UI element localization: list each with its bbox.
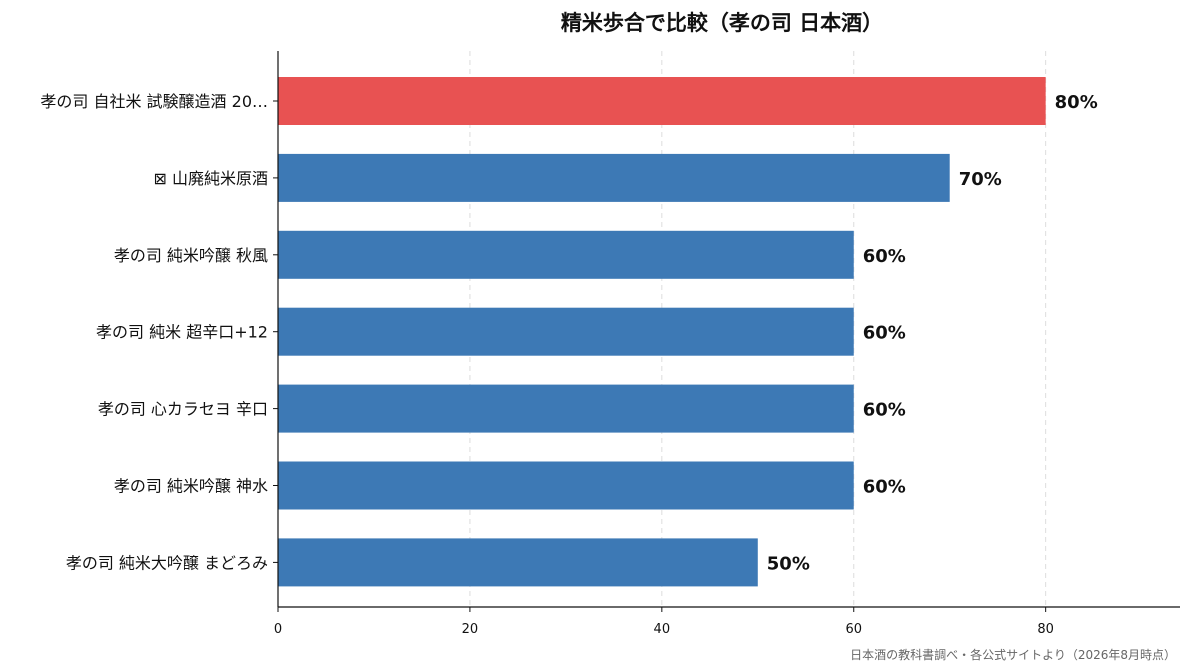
bars [278,77,1046,587]
value-label: 60% [863,477,906,498]
category-label: 孝の司 純米大吟醸 まどろみ [66,553,268,572]
value-label: 60% [863,400,906,421]
x-tick-label: 80 [1037,622,1054,637]
bar [278,153,950,202]
x-tick-label: 0 [274,622,282,637]
bar [278,230,854,279]
category-label: ⊠ 山廃純米原酒 [154,169,269,188]
bar [278,461,854,510]
grid-lines [469,51,1047,607]
value-label: 60% [863,323,906,344]
x-tick-label: 20 [462,622,479,637]
bar [278,538,758,587]
axes: 0 20 40 60 80 [273,51,1180,637]
value-label: 60% [863,246,906,267]
x-tick-label: 40 [654,622,671,637]
category-label: 孝の司 純米 超辛口+12 [96,323,268,342]
value-label: 70% [959,169,1002,190]
x-tick-label: 60 [845,622,862,637]
bar [278,384,854,433]
category-label: 孝の司 自社米 試験醸造酒 20… [40,92,268,111]
bar [278,77,1046,125]
source-note: 日本酒の教科書調べ・各公式サイトより（2026年8月時点） [850,647,1176,662]
category-label: 孝の司 純米吟醸 神水 [114,477,268,496]
chart-title: 精米歩合で比較（孝の司 日本酒） [561,11,883,35]
labels: 孝の司 自社米 試験醸造酒 20… 80% ⊠ 山廃純米原酒 70% 孝の司 純米吟醸 … [40,92,1097,574]
value-label: 80% [1055,92,1098,113]
bar [278,307,854,356]
category-label: 孝の司 純米吟醸 秋風 [114,246,268,265]
category-label: 孝の司 心カラセヨ 辛口 [98,400,268,419]
value-label: 50% [767,553,810,574]
